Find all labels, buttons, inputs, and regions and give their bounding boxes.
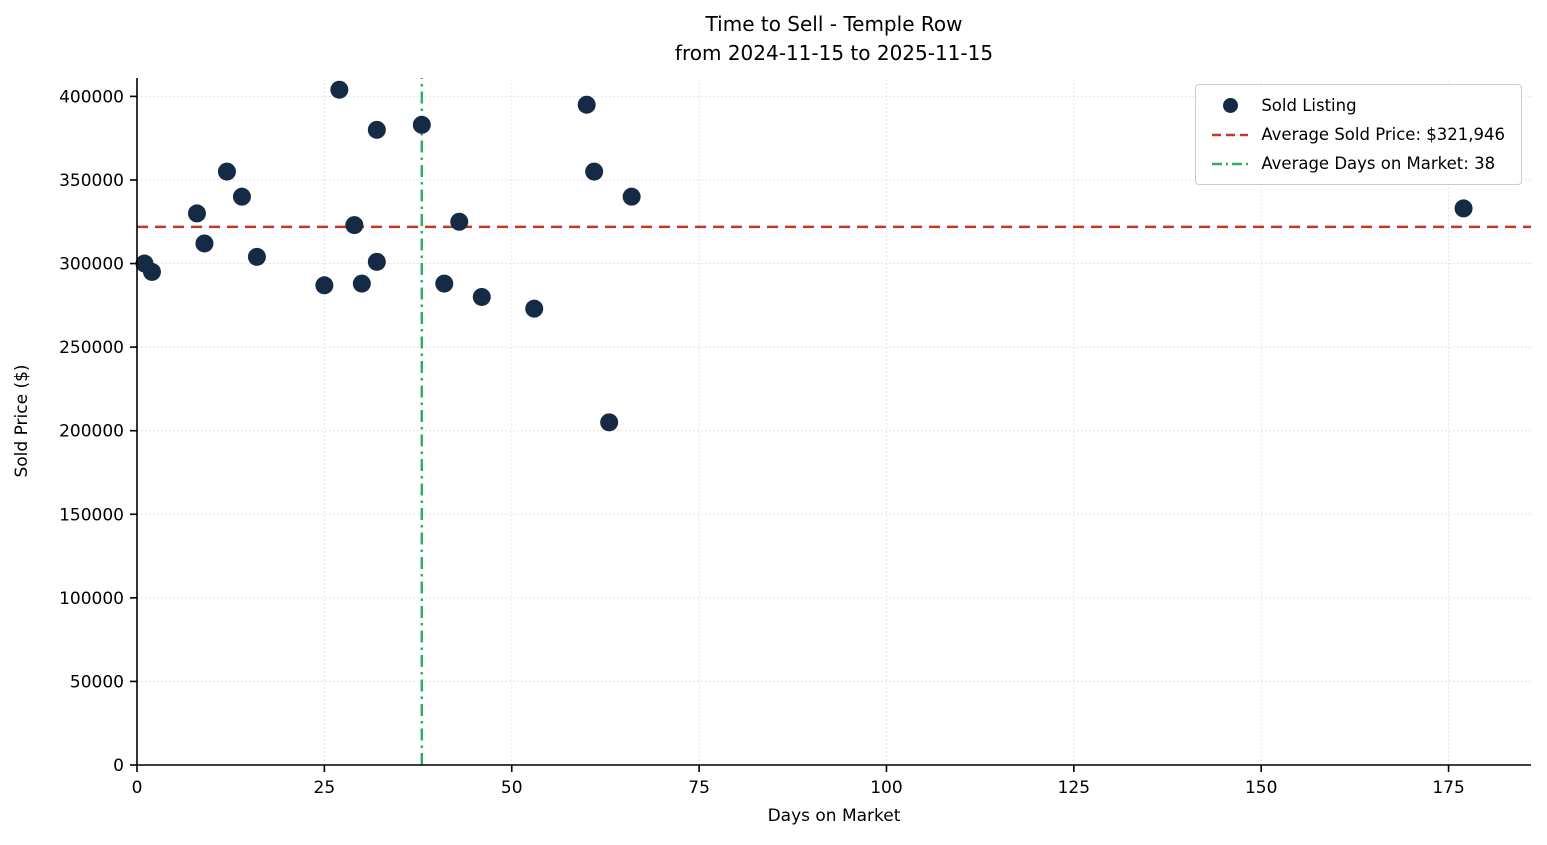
x-tick-label: 150 [1245, 778, 1277, 798]
legend-label-sold-listing: Sold Listing [1261, 96, 1357, 115]
sold-listing-point [585, 162, 604, 181]
x-tick-label: 100 [870, 778, 902, 798]
x-tick-label: 25 [314, 778, 336, 798]
legend-item-avg-days: Average Days on Market: 38 [1212, 154, 1505, 173]
sold-listing-dot-icon [1212, 98, 1248, 113]
sold-listing-point [525, 299, 544, 318]
sold-listing-point [345, 216, 364, 235]
chart-title-block: Time to Sell - Temple Row from 2024-11-1… [137, 10, 1531, 68]
y-tick-label: 250000 [59, 338, 124, 358]
sold-listing-point [472, 287, 491, 306]
sold-listing-point [247, 247, 266, 266]
y-tick-label: 150000 [59, 505, 124, 525]
sold-listing-point [330, 80, 349, 99]
sold-listing-point [600, 413, 619, 432]
sold-listing-point [187, 204, 206, 223]
sold-listing-point [352, 274, 371, 293]
y-tick-label: 400000 [59, 87, 124, 107]
legend-item-sold-listing: Sold Listing [1212, 96, 1505, 115]
x-tick-label: 50 [501, 778, 523, 798]
chart-title: Time to Sell - Temple Row [705, 12, 963, 36]
sold-listing-point [217, 162, 236, 181]
y-tick-label: 0 [113, 756, 124, 776]
y-tick-label: 200000 [59, 422, 124, 442]
y-tick-label: 50000 [70, 672, 124, 692]
x-tick-label: 125 [1058, 778, 1090, 798]
legend-item-avg-price: Average Sold Price: $321,946 [1212, 125, 1505, 144]
sold-listing-point [450, 212, 469, 231]
y-tick-label: 100000 [59, 589, 124, 609]
sold-listing-point [367, 120, 386, 139]
sold-listing-point [622, 187, 641, 206]
sold-listing-point [195, 234, 214, 253]
avg-days-dashdot-line-icon [1212, 161, 1249, 167]
sold-listing-point [412, 115, 431, 134]
legend-label-avg-price: Average Sold Price: $321,946 [1261, 125, 1505, 144]
y-tick-label: 350000 [59, 171, 124, 191]
sold-listing-point [142, 262, 161, 281]
x-tick-label: 75 [688, 778, 710, 798]
avg-price-dashed-line-icon [1212, 132, 1249, 138]
y-axis-label: Sold Price ($) [12, 364, 32, 478]
sold-listing-point [435, 274, 454, 293]
x-tick-label: 175 [1432, 778, 1464, 798]
sold-listing-point [1454, 199, 1473, 218]
sold-listing-point [232, 187, 251, 206]
y-tick-label: 300000 [59, 255, 124, 275]
sold-listing-point [315, 276, 334, 295]
chart-subtitle: from 2024-11-15 to 2025-11-15 [674, 41, 994, 65]
legend: Sold Listing Average Sold Price: $321,94… [1195, 84, 1522, 185]
x-axis-label: Days on Market [767, 806, 901, 826]
sold-listing-point [367, 252, 386, 271]
legend-label-avg-days: Average Days on Market: 38 [1261, 154, 1496, 173]
x-tick-label: 0 [132, 778, 143, 798]
sold-listing-point [577, 95, 596, 114]
